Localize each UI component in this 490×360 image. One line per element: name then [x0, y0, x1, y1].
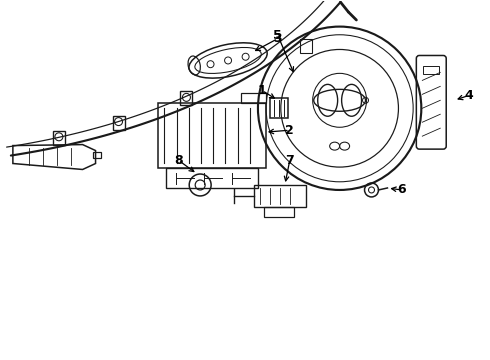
Text: 8: 8 — [174, 154, 183, 167]
Text: 6: 6 — [397, 184, 406, 197]
Text: 1: 1 — [258, 84, 266, 97]
Text: 4: 4 — [465, 89, 473, 102]
Text: 5: 5 — [273, 29, 282, 42]
Text: 7: 7 — [286, 154, 294, 167]
Text: 2: 2 — [286, 124, 294, 137]
Text: 3: 3 — [273, 32, 282, 45]
